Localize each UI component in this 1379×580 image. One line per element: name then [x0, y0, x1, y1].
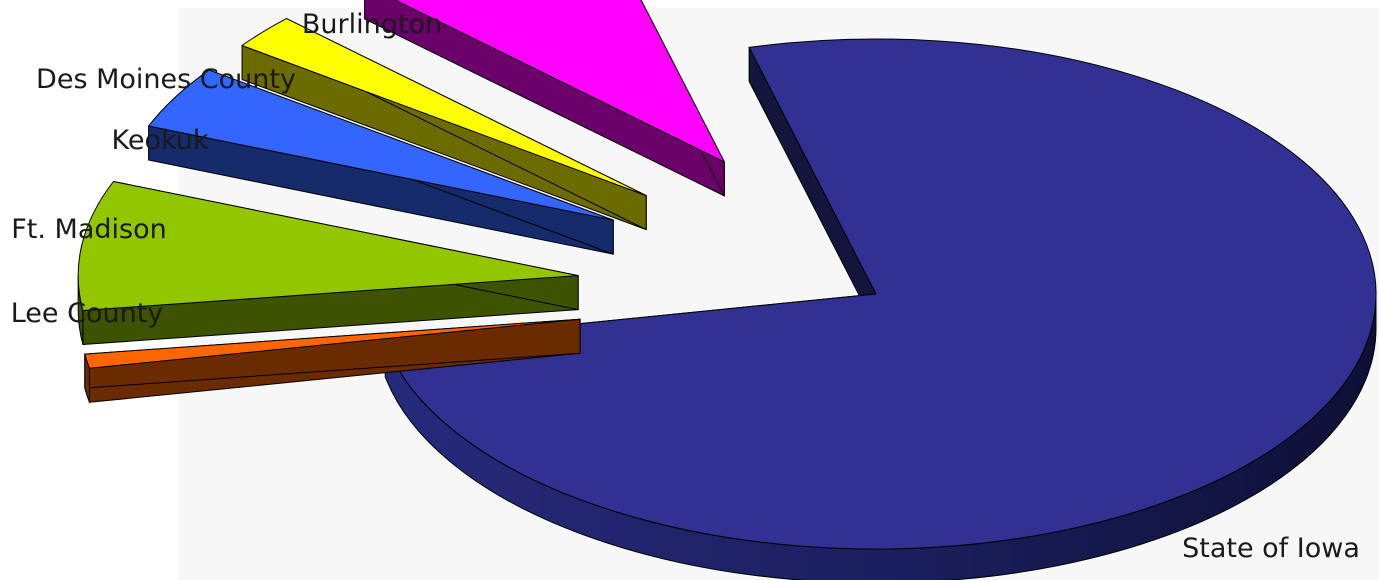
label-burlington: Burlington: [302, 9, 442, 40]
label-state-of-iowa: State of Iowa: [1182, 533, 1360, 564]
pie-slice-burlington: [364, 0, 725, 197]
label-des-moines-county: Des Moines County: [36, 64, 296, 95]
pie-slice-des-moines-county: [241, 18, 647, 231]
slice-top-face: [148, 69, 614, 221]
pie-slice-keokuk: [148, 69, 614, 255]
slice-top-face: [241, 18, 647, 197]
label-ft-madison: Ft. Madison: [11, 214, 166, 245]
slice-top-face: [394, 0, 725, 163]
slice-top-face: [84, 318, 581, 369]
pie-slice-lee-county: [84, 318, 581, 403]
label-keokuk: Keokuk: [111, 125, 208, 156]
label-lee-county: Lee County: [11, 298, 164, 329]
pie-slice-ft-madison: [77, 180, 579, 345]
slice-top-face: [77, 180, 579, 311]
slice-top-face: [384, 38, 1377, 550]
